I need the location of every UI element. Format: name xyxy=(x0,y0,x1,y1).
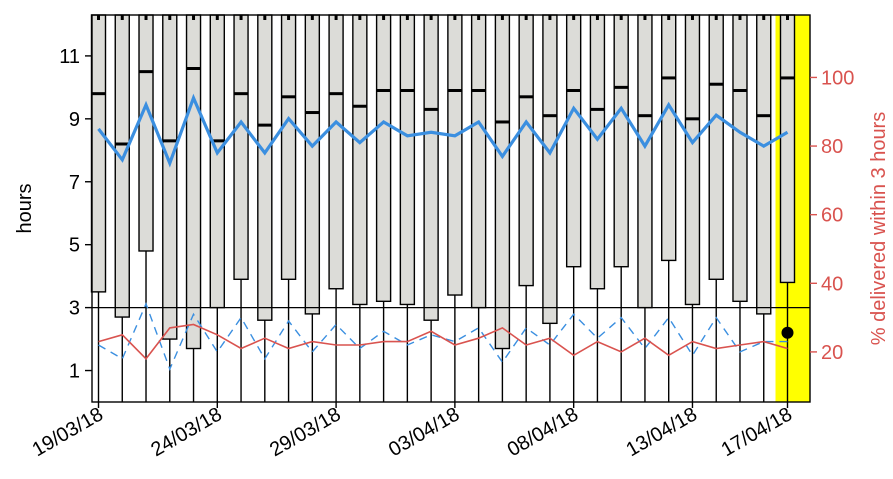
box-body xyxy=(779,14,796,284)
box-body xyxy=(494,14,511,350)
box-2 xyxy=(114,14,130,402)
box-body xyxy=(304,14,321,315)
box-body xyxy=(708,14,724,280)
box-26 xyxy=(684,14,701,402)
box-30 xyxy=(779,14,796,402)
right-tick-label: 60 xyxy=(821,205,843,227)
box-9 xyxy=(280,14,297,402)
box-body xyxy=(138,14,154,252)
box-17 xyxy=(470,14,487,402)
box-body xyxy=(280,14,297,280)
box-27 xyxy=(708,14,724,402)
box-22 xyxy=(589,14,606,402)
box-14 xyxy=(399,14,416,402)
box-15 xyxy=(423,14,439,402)
box-body xyxy=(352,14,368,306)
x-tick-label: 03/04/18 xyxy=(385,403,463,461)
box-13 xyxy=(375,14,392,402)
right-axis-title: % delivered within 3 hours xyxy=(868,112,890,345)
x-tick-label: 29/03/18 xyxy=(266,403,344,461)
box-body xyxy=(518,14,534,287)
series-line-1 xyxy=(97,93,789,168)
box-23 xyxy=(613,14,629,402)
left-tick-label: 3 xyxy=(69,298,80,320)
box-body xyxy=(637,14,653,309)
box-body xyxy=(209,14,225,309)
highlight-marker xyxy=(781,326,794,339)
box-11 xyxy=(328,14,344,402)
box-body xyxy=(447,14,463,296)
box-body xyxy=(233,14,249,280)
x-tick-label: 17/04/18 xyxy=(718,403,796,461)
series-line-2 xyxy=(98,302,788,371)
box-5 xyxy=(185,14,202,402)
box-body xyxy=(661,14,677,262)
box-body xyxy=(565,14,582,268)
right-tick-label: 40 xyxy=(821,273,843,295)
box-10 xyxy=(304,14,321,402)
x-tick-label: 24/03/18 xyxy=(147,403,225,461)
box-3 xyxy=(138,14,154,402)
x-tick-label: 08/04/18 xyxy=(504,403,582,461)
box-body xyxy=(470,14,487,309)
box-20 xyxy=(542,14,558,402)
box-body xyxy=(589,14,606,290)
box-body xyxy=(613,14,629,268)
left-tick-label: 1 xyxy=(69,361,80,383)
left-tick-label: 9 xyxy=(69,109,80,131)
box-body xyxy=(732,14,748,303)
right-tick-label: 80 xyxy=(821,136,843,158)
box-18 xyxy=(494,14,511,402)
box-12 xyxy=(352,14,368,402)
left-axis-title: hours xyxy=(14,183,36,233)
box-body xyxy=(684,14,701,306)
box-1 xyxy=(90,14,107,402)
left-tick-label: 11 xyxy=(59,46,80,68)
box-4 xyxy=(162,14,178,402)
box-7 xyxy=(233,14,249,402)
right-tick-label: 20 xyxy=(821,342,843,364)
box-21 xyxy=(565,14,582,402)
box-body xyxy=(328,14,344,290)
box-body xyxy=(185,14,202,350)
box-body xyxy=(162,14,178,340)
x-tick-label: 19/03/18 xyxy=(29,403,107,461)
box-body xyxy=(542,14,558,325)
box-body xyxy=(90,14,107,293)
box-body xyxy=(375,14,392,303)
left-tick-label: 7 xyxy=(69,172,80,194)
box-body xyxy=(257,14,273,321)
series-line-3 xyxy=(98,323,788,361)
box-body xyxy=(423,14,439,321)
x-tick-label: 13/04/18 xyxy=(623,403,701,461)
box-body xyxy=(756,14,772,315)
left-tick-label: 5 xyxy=(69,235,80,257)
box-24 xyxy=(637,14,653,402)
box-8 xyxy=(257,14,273,402)
box-body xyxy=(399,14,416,306)
box-body xyxy=(114,14,130,318)
right-tick-label: 100 xyxy=(821,67,854,89)
plot-frame xyxy=(91,14,811,403)
box-25 xyxy=(661,14,677,402)
